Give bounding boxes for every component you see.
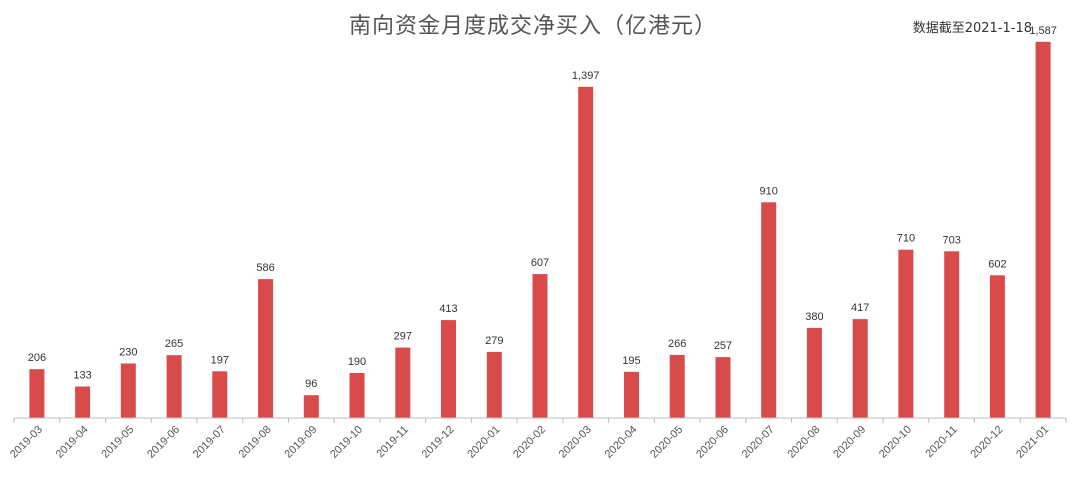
bar-2020-08 bbox=[806, 327, 822, 418]
x-tick-label-2020-04: 2020-04 bbox=[603, 424, 640, 461]
x-tick-label-2019-04: 2019-04 bbox=[54, 424, 91, 461]
data-cutoff-note: 数据截至2021-1-18 bbox=[912, 21, 1032, 36]
value-label-2020-10: 710 bbox=[897, 233, 915, 245]
bar-2020-12 bbox=[989, 275, 1005, 418]
x-tick-label-2019-05: 2019-05 bbox=[99, 424, 136, 461]
bar-2020-04 bbox=[624, 371, 639, 418]
x-tick-label-2020-11: 2020-11 bbox=[923, 424, 959, 460]
value-label-2019-03: 206 bbox=[28, 352, 46, 364]
x-tick-label-2020-12: 2020-12 bbox=[968, 424, 1005, 461]
value-label-2019-12: 413 bbox=[439, 303, 457, 315]
x-tick-label-2020-01: 2020-01 bbox=[465, 424, 502, 461]
value-label-2019-04: 133 bbox=[73, 370, 91, 382]
x-tick-label-2020-10: 2020-10 bbox=[877, 424, 914, 461]
value-label-2020-04: 195 bbox=[622, 355, 640, 367]
value-label-2019-05: 230 bbox=[119, 347, 137, 359]
x-tick-label-2019-11: 2019-11 bbox=[374, 424, 410, 460]
bar-2019-10 bbox=[349, 373, 365, 418]
x-tick-label-2019-12: 2019-12 bbox=[420, 424, 457, 461]
x-tick-label-2021-01: 2021-01 bbox=[1014, 424, 1051, 461]
value-label-2019-07: 197 bbox=[211, 354, 229, 366]
value-label-2020-05: 266 bbox=[668, 338, 686, 350]
value-label-2020-06: 257 bbox=[714, 340, 732, 352]
value-label-2019-06: 265 bbox=[165, 338, 183, 350]
x-tick-label-2019-07: 2019-07 bbox=[191, 424, 228, 461]
x-tick-labels-layer: 2019-03 2019-04 2019-05 2019-06 2019-07 2019-… bbox=[8, 424, 1051, 461]
bar-2020-10 bbox=[898, 249, 914, 418]
value-label-2020-12: 602 bbox=[988, 258, 1006, 270]
bar-2019-06 bbox=[166, 355, 182, 418]
x-tick-label-2020-06: 2020-06 bbox=[694, 424, 731, 461]
value-label-2020-09: 417 bbox=[851, 302, 869, 314]
x-tick-label-2020-02: 2020-02 bbox=[511, 424, 548, 461]
bar-2020-09 bbox=[852, 319, 868, 418]
x-tick-label-2020-03: 2020-03 bbox=[557, 424, 594, 461]
value-label-2019-10: 190 bbox=[348, 356, 366, 368]
bar-2020-11 bbox=[944, 251, 960, 418]
bars-layer bbox=[29, 41, 1051, 419]
bar-2020-03 bbox=[578, 86, 594, 419]
value-labels-layer: 206 133 230 265 197 586 96 190 297 413 279 607 1,397… bbox=[28, 25, 1057, 390]
value-label-2020-01: 279 bbox=[485, 335, 503, 347]
x-tick-label-2019-03: 2019-03 bbox=[8, 424, 45, 461]
value-label-2020-07: 910 bbox=[760, 185, 778, 197]
bar-2020-07 bbox=[761, 202, 777, 418]
bar-2019-11 bbox=[395, 347, 411, 418]
bar-2020-01 bbox=[486, 351, 502, 418]
x-tick-label-2019-06: 2019-06 bbox=[145, 424, 182, 461]
chart-title: 南向资金月度成交净买入（亿港元） bbox=[348, 14, 717, 39]
bar-2020-06 bbox=[715, 357, 731, 418]
x-tick-label-2019-08: 2019-08 bbox=[237, 424, 274, 461]
bar-2020-02 bbox=[532, 274, 548, 418]
value-label-2019-09: 96 bbox=[305, 378, 317, 390]
value-label-2020-02: 607 bbox=[531, 257, 549, 269]
value-label-2020-08: 380 bbox=[805, 311, 823, 323]
x-tick-label-2019-09: 2019-09 bbox=[282, 424, 319, 461]
value-label-2021-01: 1,587 bbox=[1029, 25, 1057, 37]
value-label-2020-11: 703 bbox=[943, 234, 961, 246]
x-tick-label-2019-10: 2019-10 bbox=[328, 424, 365, 461]
bar-2020-05 bbox=[669, 354, 685, 418]
bar-2019-03 bbox=[29, 369, 45, 418]
bar-2019-09 bbox=[303, 395, 319, 418]
bar-2019-05 bbox=[120, 363, 136, 418]
bar-2019-08 bbox=[258, 279, 274, 418]
value-label-2020-03: 1,397 bbox=[572, 70, 600, 82]
bar-2021-01 bbox=[1035, 41, 1051, 419]
value-label-2019-11: 297 bbox=[394, 331, 412, 343]
x-tick-label-2020-09: 2020-09 bbox=[831, 424, 868, 461]
x-tick-label-2020-08: 2020-08 bbox=[785, 424, 822, 461]
bar-2019-04 bbox=[75, 386, 91, 418]
x-tick-marks bbox=[13, 418, 1067, 423]
value-label-2019-08: 586 bbox=[256, 262, 274, 274]
x-tick-label-2020-05: 2020-05 bbox=[648, 424, 685, 461]
bar-2019-12 bbox=[441, 320, 456, 418]
x-tick-label-2020-07: 2020-07 bbox=[740, 424, 777, 461]
bar-2019-07 bbox=[212, 371, 228, 418]
